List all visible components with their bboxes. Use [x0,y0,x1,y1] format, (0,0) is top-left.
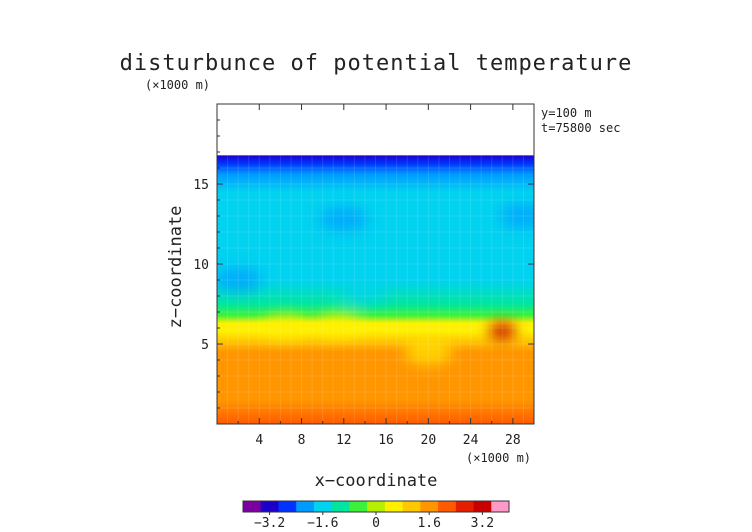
y-tick-label: 15 [193,178,209,193]
x-axis-label: x−coordinate [315,471,438,491]
colorbar-segment [473,501,492,512]
y-tick-label: 10 [193,258,209,273]
colorbar-segment [260,501,279,512]
colorbar-segment [455,501,475,512]
y-axis-label: z−coordinate [166,206,186,329]
colorbar-segment [491,501,510,512]
y-units-note: (×1000 m) [145,78,210,92]
grid-overlay [217,155,534,424]
x-tick-label: 4 [255,433,263,448]
field-feature-5 [319,207,368,232]
colorbar-segment [367,501,386,512]
colorbar-tick-label: 1.6 [417,516,440,531]
annotation-y-position: y=100 m [541,106,592,120]
temperature-field [217,155,534,424]
plot-area [216,103,535,425]
colorbar-segment [243,501,262,512]
x-tick-label: 20 [421,433,437,448]
colorbar-segment [349,501,368,512]
colorbar-segment [402,501,421,512]
axis-ticks: 4 8 12 16 20 24 28 5 10 15 [193,104,534,448]
colorbar-segment [420,501,439,512]
colorbar-segment [313,501,333,512]
field-features [217,204,534,364]
colorbar-segment [296,501,315,512]
colorbar-tick-label: −3.2 [254,516,285,531]
field-feature-7 [499,204,534,228]
colorbar-tick-label: −1.6 [307,516,338,531]
field-feature-0 [488,323,517,340]
colorbar-segment [438,501,457,512]
colorbar-segment [384,501,404,512]
x-tick-label: 24 [463,433,479,448]
x-tick-label: 28 [505,433,521,448]
y-tick-label: 5 [201,338,209,353]
x-tick-label: 8 [298,433,306,448]
field-feature-2 [314,312,363,337]
x-units-note: (×1000 m) [466,451,531,465]
x-tick-label: 16 [378,433,394,448]
field-feature-3 [404,340,453,364]
colorbar-tick-label: 0 [372,516,380,531]
x-tick-label: 12 [336,433,352,448]
colorbar: −3.2 −1.6 0 1.6 3.2 [242,500,510,531]
annotation-time: t=75800 sec [541,121,620,135]
colorbar-segment [331,501,350,512]
colorbar-segment [278,501,297,512]
chart-title: disturbunce of potential temperature [120,51,633,76]
field-feature-6 [340,280,389,305]
field-feature-4 [217,268,263,292]
colorbar-tick-label: 3.2 [471,516,494,531]
field-feature-1 [261,314,310,339]
